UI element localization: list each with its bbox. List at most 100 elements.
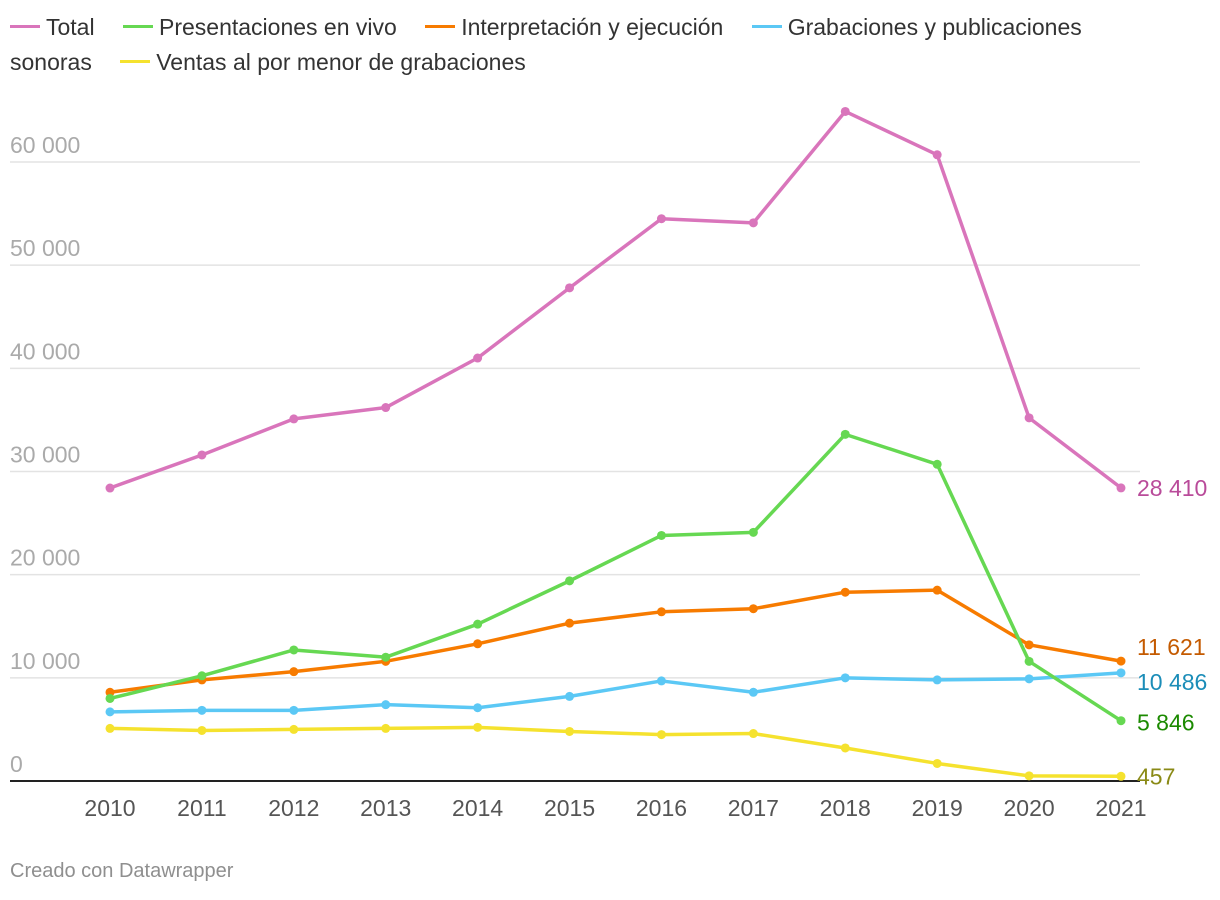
data-point bbox=[473, 703, 483, 713]
data-point bbox=[381, 652, 391, 662]
end-value-label: 457 bbox=[1137, 763, 1175, 789]
data-point bbox=[1116, 668, 1126, 678]
data-point bbox=[656, 607, 666, 617]
legend-item: Ventas al por menor de grabaciones bbox=[120, 49, 526, 75]
data-point bbox=[1116, 483, 1126, 493]
data-point bbox=[565, 618, 575, 628]
data-point bbox=[1116, 716, 1126, 726]
x-tick-label: 2020 bbox=[1004, 795, 1055, 821]
data-point bbox=[840, 106, 850, 116]
data-point bbox=[1024, 656, 1034, 666]
series-line bbox=[108, 725, 1123, 779]
data-point bbox=[840, 743, 850, 753]
series-line bbox=[108, 432, 1123, 723]
legend-item: Interpretación y ejecución bbox=[425, 14, 723, 40]
data-point bbox=[473, 353, 483, 363]
x-tick-label: 2019 bbox=[912, 795, 963, 821]
data-point bbox=[656, 214, 666, 224]
data-point bbox=[1024, 413, 1034, 423]
legend-swatch bbox=[10, 25, 40, 29]
end-value-label: 10 486 bbox=[1137, 669, 1207, 695]
data-point bbox=[1024, 640, 1034, 650]
end-value-label: 28 410 bbox=[1137, 475, 1207, 501]
data-point bbox=[289, 414, 299, 424]
data-point bbox=[1024, 771, 1034, 781]
data-point bbox=[748, 687, 758, 697]
data-point bbox=[473, 619, 483, 629]
x-tick-label: 2010 bbox=[84, 795, 135, 821]
y-tick-label: 0 bbox=[10, 751, 23, 777]
data-point bbox=[932, 459, 942, 469]
y-tick-label: 50 000 bbox=[10, 235, 80, 261]
end-value-label: 11 621 bbox=[1137, 634, 1206, 660]
data-point bbox=[656, 530, 666, 540]
x-tick-label: 2021 bbox=[1095, 795, 1146, 821]
data-point bbox=[748, 604, 758, 614]
x-tick-label: 2018 bbox=[820, 795, 871, 821]
y-tick-label: 30 000 bbox=[10, 442, 80, 468]
data-point bbox=[1024, 674, 1034, 684]
y-tick-label: 60 000 bbox=[10, 132, 80, 158]
data-point bbox=[1116, 771, 1126, 781]
data-point bbox=[289, 705, 299, 715]
x-tick-label: 2014 bbox=[452, 795, 503, 821]
data-point bbox=[289, 645, 299, 655]
data-point bbox=[105, 707, 115, 717]
data-point bbox=[565, 726, 575, 736]
data-point bbox=[473, 639, 483, 649]
data-point bbox=[565, 576, 575, 586]
data-point bbox=[656, 730, 666, 740]
data-point bbox=[289, 667, 299, 677]
y-tick-label: 10 000 bbox=[10, 648, 80, 674]
data-point bbox=[381, 700, 391, 710]
data-point bbox=[840, 429, 850, 439]
data-point bbox=[105, 723, 115, 733]
data-point bbox=[932, 150, 942, 160]
x-tick-label: 2015 bbox=[544, 795, 595, 821]
legend-swatch bbox=[751, 25, 782, 29]
legend-label: Total bbox=[46, 14, 95, 40]
x-tick-label: 2013 bbox=[360, 795, 411, 821]
legend-swatch bbox=[425, 25, 456, 29]
series-line bbox=[108, 588, 1123, 695]
data-point bbox=[197, 705, 207, 715]
data-point bbox=[197, 725, 207, 735]
data-point bbox=[840, 673, 850, 683]
legend-item: Presentaciones en vivo bbox=[122, 14, 397, 40]
legend-label: Grabaciones y publicaciones sonoras bbox=[10, 14, 1082, 75]
data-point bbox=[932, 585, 942, 595]
y-tick-label: 40 000 bbox=[10, 338, 80, 364]
data-point bbox=[289, 724, 299, 734]
data-point bbox=[197, 450, 207, 460]
legend-swatch bbox=[122, 25, 153, 29]
y-tick-label: 20 000 bbox=[10, 545, 80, 571]
legend-label: Presentaciones en vivo bbox=[158, 14, 397, 40]
series-line bbox=[108, 671, 1123, 714]
legend: Total Presentaciones en vivo Interpretac… bbox=[10, 10, 1160, 80]
data-point bbox=[932, 675, 942, 685]
data-point bbox=[748, 729, 758, 739]
data-point bbox=[473, 722, 483, 732]
data-point bbox=[565, 283, 575, 293]
data-point bbox=[381, 403, 391, 413]
data-point bbox=[105, 693, 115, 703]
data-point bbox=[381, 723, 391, 733]
legend-item: Grabaciones y publicaciones sonoras bbox=[10, 14, 1082, 75]
data-point bbox=[748, 527, 758, 537]
end-value-label: 5 846 bbox=[1137, 710, 1195, 736]
data-point bbox=[748, 218, 758, 228]
data-point bbox=[840, 587, 850, 597]
x-tick-label: 2012 bbox=[268, 795, 319, 821]
data-point bbox=[197, 671, 207, 681]
x-tick-label: 2016 bbox=[636, 795, 687, 821]
data-point bbox=[105, 483, 115, 493]
legend-label: Interpretación y ejecución bbox=[461, 14, 724, 40]
data-point bbox=[565, 691, 575, 701]
legend-label: Ventas al por menor de grabaciones bbox=[156, 49, 526, 75]
x-tick-label: 2017 bbox=[728, 795, 779, 821]
legend-swatch bbox=[120, 60, 151, 64]
credit-text: Creado con Datawrapper bbox=[10, 860, 234, 882]
data-point bbox=[105, 687, 115, 697]
data-point bbox=[1116, 656, 1126, 666]
